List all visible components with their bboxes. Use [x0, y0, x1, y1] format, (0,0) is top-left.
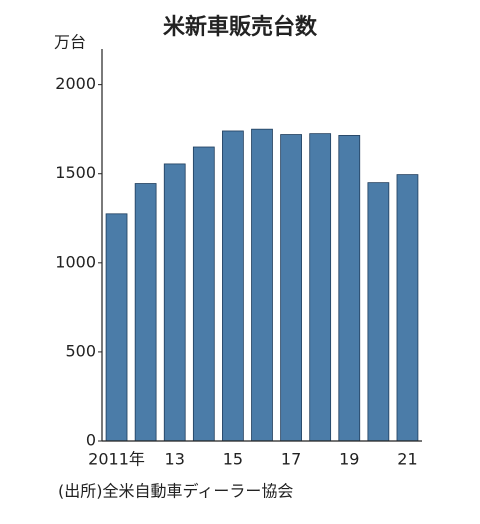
chart-title: 米新車販売台数 — [163, 14, 318, 40]
y-tick-label: 1000 — [55, 252, 96, 271]
bar — [280, 134, 302, 442]
bar — [163, 163, 186, 442]
x-tick-label: 21 — [397, 450, 417, 469]
bar — [134, 183, 157, 442]
bar — [338, 135, 361, 442]
y-tick-label: 2000 — [55, 74, 96, 93]
bar — [251, 128, 273, 442]
x-tick-label: 17 — [281, 450, 301, 469]
x-tick-label: 13 — [165, 450, 185, 469]
source-note: (出所)全米自動車ディーラー協会 — [58, 482, 293, 501]
bar — [367, 182, 390, 442]
bar — [396, 174, 419, 442]
x-tick-label: 15 — [223, 450, 243, 469]
bar — [105, 213, 128, 442]
x-tick-label: 19 — [339, 450, 359, 469]
bar — [192, 146, 215, 442]
bar — [222, 130, 244, 442]
y-axis-label: 万台 — [54, 33, 86, 52]
x-tick-label: 2011年 — [88, 450, 145, 469]
y-tick-label: 1500 — [55, 163, 96, 182]
bar — [309, 133, 332, 442]
y-tick-label: 500 — [65, 341, 96, 360]
y-tick-label: 0 — [86, 431, 96, 450]
